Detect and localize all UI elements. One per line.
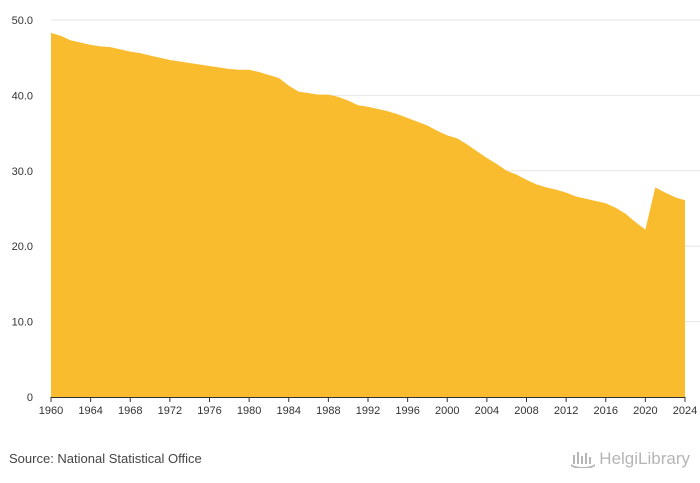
- brand-name: HelgiLibrary: [599, 449, 690, 468]
- x-axis-ticks: 1960 1964 1968 1972 1976 1980 1984 1988 1992 1996…: [39, 397, 697, 417]
- x-tick-label-2008: 2008: [514, 405, 538, 417]
- y-tick-label-20.0: 20.0: [12, 241, 33, 253]
- x-tick-label-1996: 1996: [395, 405, 419, 417]
- x-tick-label-1964: 1964: [78, 405, 102, 417]
- x-tick-label-1968: 1968: [118, 405, 142, 417]
- x-tick-label-1992: 1992: [356, 405, 380, 417]
- y-tick-label-40.0: 40.0: [12, 90, 33, 102]
- y-tick-label-0: 0: [27, 392, 33, 404]
- brand-logo: HelgiLibrary: [571, 448, 690, 470]
- x-tick-label-1980: 1980: [237, 405, 261, 417]
- source-note: Source: National Statistical Office: [9, 451, 202, 466]
- y-tick-label-30.0: 30.0: [12, 166, 33, 178]
- x-tick-label-2000: 2000: [435, 405, 459, 417]
- y-tick-label-10.0: 10.0: [12, 317, 33, 329]
- x-tick-label-1976: 1976: [197, 405, 221, 417]
- x-tick-label-2024: 2024: [673, 405, 697, 417]
- x-tick-label-2012: 2012: [554, 405, 578, 417]
- y-axis-ticks: 0 10.0 20.0 30.0 40.0 50.0: [12, 15, 33, 404]
- x-tick-label-2016: 2016: [594, 405, 618, 417]
- y-tick-label-50.0: 50.0: [12, 15, 33, 27]
- helgi-library-logo-icon: [571, 452, 596, 468]
- x-tick-label-1984: 1984: [277, 405, 301, 417]
- x-tick-label-1972: 1972: [158, 405, 182, 417]
- x-tick-label-2020: 2020: [633, 405, 657, 417]
- x-tick-label-1960: 1960: [39, 405, 63, 417]
- x-tick-label-1988: 1988: [316, 405, 340, 417]
- x-tick-label-2004: 2004: [475, 405, 499, 417]
- area-series-value: [51, 32, 685, 397]
